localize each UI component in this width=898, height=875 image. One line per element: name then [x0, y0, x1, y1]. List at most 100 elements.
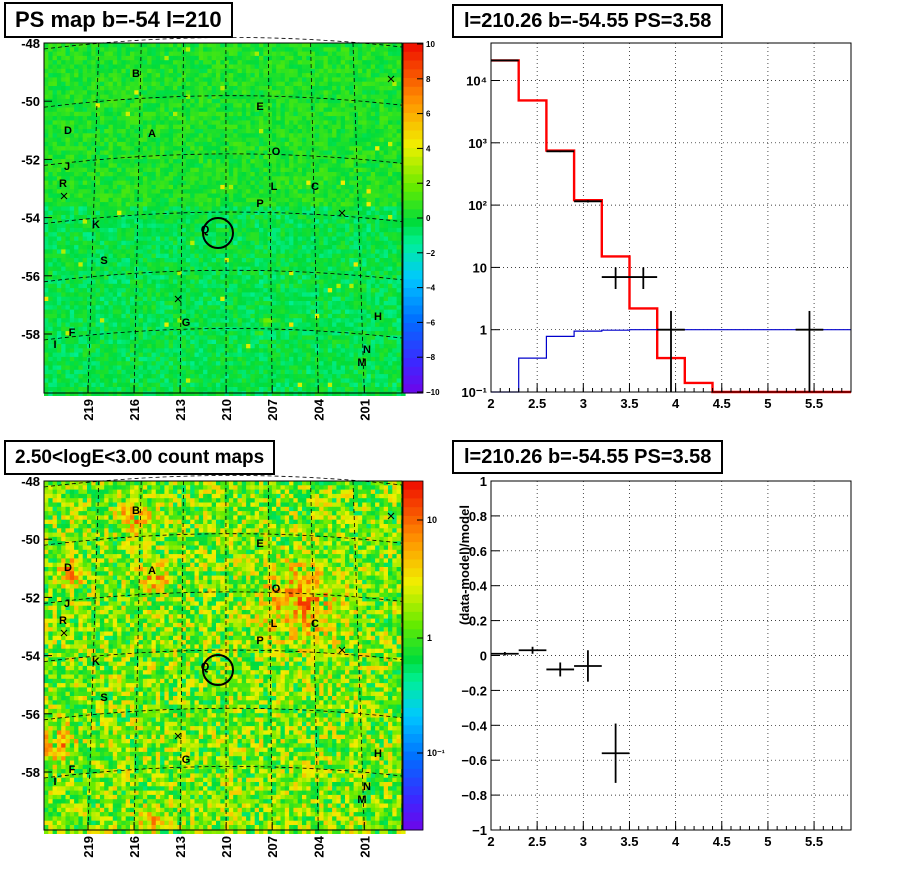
map-pixel [198, 150, 204, 156]
map-pixel [319, 245, 324, 250]
map-pixel [164, 77, 170, 83]
map-pixel [147, 227, 152, 233]
map-pixel [366, 94, 372, 100]
map-pixel [44, 81, 49, 87]
map-pixel [61, 258, 66, 263]
map-pixel [237, 150, 243, 156]
map-pixel [323, 90, 329, 95]
map-pixel [271, 193, 277, 199]
map-pixel [211, 283, 217, 289]
map-pixel [314, 249, 320, 255]
map-pixel [267, 172, 273, 177]
map-pixel [52, 116, 58, 121]
map-pixel [185, 245, 191, 250]
map-pixel [87, 137, 92, 143]
map-pixel [241, 176, 247, 181]
map-pixel [74, 43, 79, 48]
map-pixel [370, 206, 376, 212]
map-pixel [194, 43, 200, 48]
map-pixel [177, 245, 182, 250]
map-pixel [336, 133, 342, 138]
map-pixel [349, 176, 354, 181]
map-pixel [181, 232, 187, 237]
map-pixel [142, 270, 148, 276]
map-pixel [207, 232, 213, 237]
map-pixel [147, 51, 152, 57]
map-pixel [383, 90, 389, 95]
map-pixel [112, 270, 118, 276]
map-pixel [69, 60, 75, 65]
map-pixel [99, 202, 105, 207]
map-pixel [388, 111, 393, 117]
map-pixel [349, 60, 354, 65]
map-pixel [160, 98, 165, 104]
map-pixel [65, 219, 71, 224]
map-pixel [379, 55, 385, 61]
map-pixel [211, 292, 217, 298]
map-pixel [254, 60, 260, 65]
map-pixel [181, 262, 187, 267]
map-pixel [314, 270, 320, 276]
map-pixel [112, 210, 118, 216]
map-pixel [250, 253, 256, 259]
map-pixel [271, 210, 277, 216]
map-pixel [151, 227, 157, 233]
map-pixel [396, 215, 402, 220]
map-pixel [314, 90, 320, 95]
map-pixel [61, 292, 66, 298]
map-pixel [211, 249, 217, 255]
map-pixel [173, 227, 178, 233]
map-pixel [155, 236, 161, 242]
map-pixel [362, 184, 367, 190]
map-pixel [379, 81, 385, 87]
map-pixel [211, 133, 217, 138]
map-pixel [164, 116, 170, 121]
map-pixel [362, 180, 367, 186]
map-pixel [246, 219, 251, 224]
map-pixel [155, 292, 161, 298]
map-pixel [78, 154, 84, 160]
map-pixel [327, 288, 333, 293]
map-pixel [314, 288, 320, 293]
map-pixel [65, 283, 71, 289]
map-pixel [164, 86, 170, 91]
map-pixel [366, 116, 372, 121]
map-pixel [370, 223, 376, 229]
map-pixel [271, 103, 277, 108]
map-pixel [203, 219, 208, 224]
map-pixel [340, 68, 346, 74]
map-pixel [375, 60, 380, 65]
map-pixel [280, 202, 286, 207]
map-pixel [99, 236, 105, 242]
map-pixel [198, 215, 204, 220]
map-pixel [362, 159, 367, 164]
map-pixel [228, 210, 234, 216]
map-pixel [207, 77, 213, 83]
map-pixel [306, 68, 311, 74]
map-pixel [250, 189, 256, 194]
map-pixel [130, 141, 135, 147]
map-pixel [297, 167, 303, 173]
map-pixel [267, 180, 273, 186]
map-pixel [173, 133, 178, 138]
map-pixel [211, 262, 217, 267]
map-pixel [349, 210, 354, 216]
map-pixel [349, 240, 354, 246]
map-pixel [138, 90, 144, 95]
map-pixel [91, 270, 96, 276]
map-pixel [345, 90, 350, 95]
map-pixel [155, 176, 161, 181]
map-pixel [388, 193, 393, 199]
map-pixel [142, 167, 148, 173]
map-pixel [121, 60, 127, 65]
map-pixel [357, 270, 363, 276]
map-pixel [142, 258, 148, 263]
map-pixel [194, 163, 200, 169]
map-pixel [259, 73, 264, 78]
map-pixel [263, 77, 268, 83]
map-pixel [173, 146, 178, 151]
map-pixel [241, 172, 247, 177]
map-pixel [297, 227, 303, 233]
map-pixel [61, 43, 66, 48]
map-pixel [78, 116, 84, 121]
